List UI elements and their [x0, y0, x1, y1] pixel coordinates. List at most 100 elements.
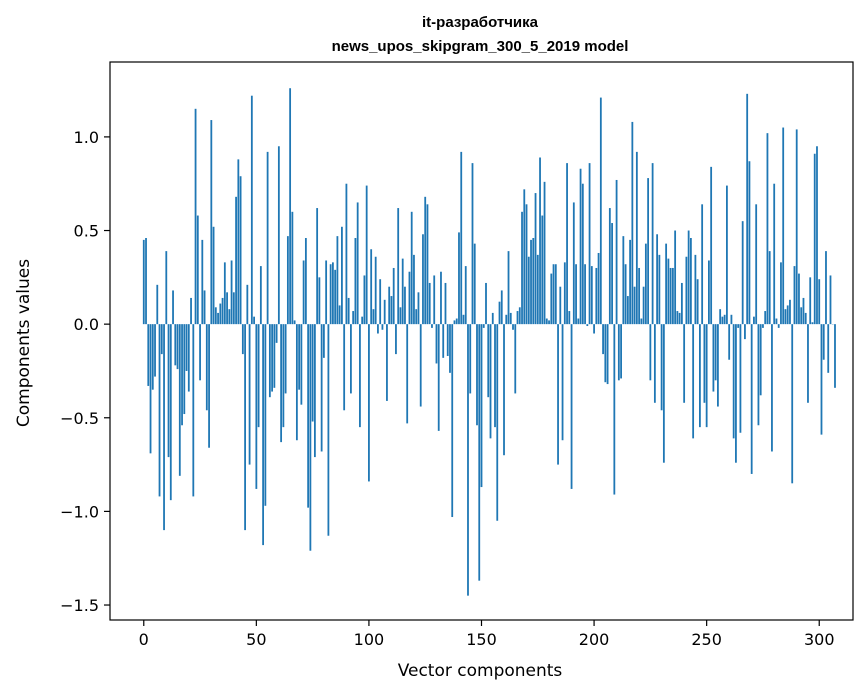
bar [273, 324, 276, 388]
bar [437, 324, 440, 431]
bar [147, 324, 150, 386]
bar [512, 324, 514, 330]
bar [786, 305, 789, 325]
bar [834, 324, 836, 388]
bar [250, 95, 253, 325]
bar [255, 324, 258, 489]
bar [530, 239, 532, 325]
bar [203, 290, 206, 325]
bar [793, 266, 796, 325]
bar [383, 299, 386, 325]
bar [694, 254, 697, 325]
bar [264, 324, 267, 506]
bar [390, 296, 393, 325]
bar [505, 314, 508, 325]
bar [460, 151, 463, 325]
bar [295, 324, 298, 441]
bar [667, 258, 670, 325]
bar [327, 324, 330, 536]
bar [458, 232, 460, 325]
bar [381, 324, 384, 330]
bar [489, 324, 492, 439]
bar [744, 324, 746, 340]
bar [244, 324, 246, 531]
bar [187, 324, 190, 392]
bar [354, 238, 357, 325]
x-tick-label: 250 [691, 630, 722, 649]
bar [750, 324, 753, 474]
bar [649, 324, 652, 381]
bar [332, 262, 334, 325]
bar [491, 312, 494, 325]
bar [798, 273, 800, 325]
x-tick-label: 150 [466, 630, 497, 649]
bar [588, 163, 591, 325]
bar [635, 151, 638, 325]
bar [624, 264, 627, 325]
x-axis-ticks: 0 50 100 150 200 250 300 [139, 620, 835, 649]
bar [142, 239, 145, 325]
bar [527, 256, 530, 325]
bar [368, 324, 370, 482]
bar [212, 226, 215, 325]
bar [503, 324, 505, 456]
bar [644, 243, 647, 325]
bar [404, 286, 406, 325]
bar [307, 324, 310, 508]
bar [446, 324, 449, 356]
bar [280, 324, 283, 443]
bar [552, 264, 555, 325]
bar [230, 260, 233, 325]
bar [199, 324, 201, 381]
bar [347, 297, 350, 325]
bar [282, 324, 285, 428]
bar [399, 307, 402, 325]
bar [158, 324, 161, 497]
bar [816, 146, 818, 325]
chart-title-line1: it-разработчика [422, 14, 539, 31]
bar [584, 264, 586, 325]
bar [550, 273, 553, 325]
bar [248, 324, 251, 465]
bar [764, 311, 767, 325]
bar [167, 324, 170, 458]
bar [156, 284, 159, 325]
bar [262, 324, 264, 546]
bar [334, 269, 337, 325]
bar [298, 324, 301, 390]
bar [377, 324, 379, 334]
bar [771, 324, 773, 452]
bar [257, 324, 260, 428]
bar [246, 284, 249, 325]
bar [241, 324, 244, 355]
bar [536, 254, 539, 325]
bar [597, 252, 600, 325]
bar [395, 324, 397, 355]
bar [804, 312, 807, 325]
y-tick-label: 0.5 [74, 222, 99, 241]
bar [611, 223, 613, 325]
bar [665, 243, 668, 325]
bar [581, 183, 584, 325]
bar [773, 183, 776, 325]
bar [699, 324, 701, 428]
bar [221, 297, 224, 325]
bar [680, 282, 683, 325]
bar [275, 324, 278, 343]
bar [602, 324, 604, 355]
bar [455, 318, 458, 325]
bar [548, 320, 550, 325]
bar [622, 236, 625, 325]
bars-group [142, 88, 836, 596]
bar [746, 93, 749, 325]
bar [590, 266, 593, 325]
bar [809, 277, 812, 325]
bar [563, 262, 566, 325]
bar [293, 320, 296, 325]
bar [777, 324, 780, 328]
bar [829, 275, 832, 325]
bar [214, 307, 217, 325]
bar [266, 151, 269, 325]
bar [559, 286, 562, 325]
